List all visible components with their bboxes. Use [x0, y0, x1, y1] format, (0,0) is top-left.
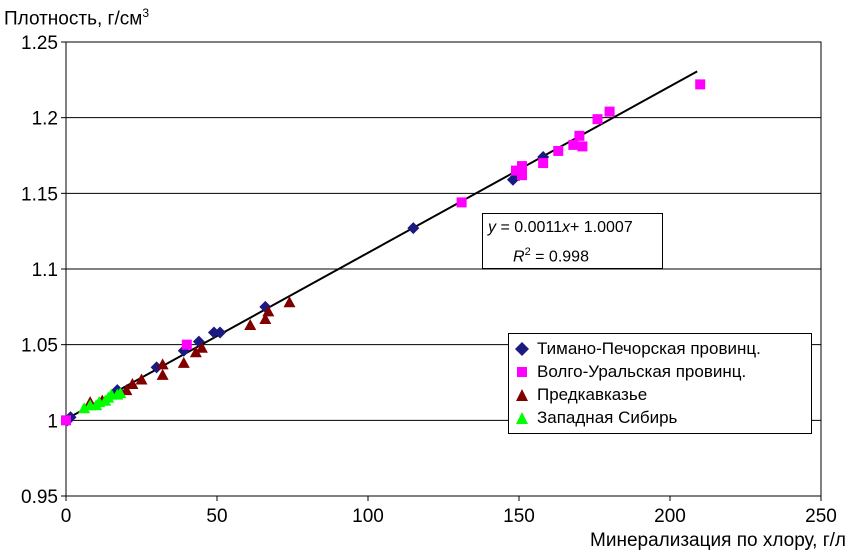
y-tick-label: 1 — [47, 411, 58, 432]
data-point-triangle — [189, 346, 202, 358]
trendline — [65, 70, 698, 421]
data-point-square — [553, 145, 564, 156]
x-tick-label: 200 — [654, 506, 686, 527]
data-point-triangle — [262, 305, 275, 317]
r-squared-exponent: 2 — [524, 246, 531, 258]
x-tick-label: 100 — [352, 506, 384, 527]
x-tick-label: 150 — [503, 506, 535, 527]
data-point-triangle — [156, 358, 169, 370]
legend-item-predkavkazye: Предкавказье — [515, 384, 647, 406]
legend: Тимано-Печорская провинц. Волго-Уральска… — [508, 333, 812, 434]
data-point-square — [517, 161, 528, 172]
r-squared-value: = 0.998 — [530, 248, 589, 266]
x-axis-ticks: 0 50 100 150 200 250 — [61, 496, 837, 527]
data-point-diamond — [207, 326, 220, 339]
trendline-equation-box: y = 0.0011x+ 1.0007 R2 = 0.998 — [482, 213, 663, 269]
data-point-square — [568, 139, 579, 150]
legend-label: Тимано-Печорская провинц. — [537, 339, 761, 358]
data-point-triangle — [177, 356, 190, 368]
equation-x: x — [561, 219, 570, 236]
x-tick-label: 250 — [805, 506, 837, 527]
data-point-square — [510, 165, 521, 176]
equation-y: y — [488, 219, 496, 236]
data-point-square — [695, 79, 706, 90]
r-squared-symbol: R — [513, 248, 525, 266]
data-point-triangle — [78, 402, 91, 414]
data-point-triangle — [135, 373, 148, 385]
legend-item-timano-pechora: Тимано-Печорская провинц. — [515, 338, 761, 360]
trendline-equation: y = 0.0011x+ 1.0007 — [488, 219, 633, 237]
data-point-triangle — [195, 341, 208, 353]
y-axis-ticks: 0.95 1 1.05 1.1 1.15 1.2 1.25 — [21, 33, 66, 508]
data-point-diamond — [214, 326, 227, 339]
legend-item-volgo-ural: Волго-Уральская провинц. — [515, 361, 746, 383]
x-tick-label: 50 — [206, 506, 227, 527]
legend-label: Волго-Уральская провинц. — [537, 362, 747, 381]
triangle-marker-icon — [516, 412, 528, 424]
data-point-square — [577, 141, 588, 152]
data-point-triangle — [114, 387, 127, 399]
data-point-square — [181, 339, 192, 350]
x-axis-title: Минерализация по хлору, г/л — [590, 530, 846, 551]
y-tick-label: 1.25 — [21, 33, 58, 54]
equation-slope: = 0.0011 — [496, 219, 562, 236]
y-tick-label: 1.1 — [32, 260, 58, 281]
y-tick-label: 1.05 — [21, 336, 58, 357]
y-axis-title-text: Плотность, г/см — [4, 8, 143, 30]
data-point-square — [574, 130, 585, 141]
legend-label: Западная Сибирь — [537, 408, 678, 427]
y-tick-label: 1.15 — [21, 184, 58, 205]
data-point-triangle — [283, 296, 296, 308]
data-point-triangle — [120, 384, 133, 396]
r-squared: R2 = 0.998 — [513, 246, 589, 266]
data-point-square — [592, 114, 603, 125]
square-marker-icon — [517, 367, 527, 377]
y-axis-title: Плотность, г/см3 — [4, 6, 149, 30]
data-point-square — [456, 197, 467, 208]
data-point-triangle — [126, 378, 139, 390]
legend-item-west-siberia: Западная Сибирь — [515, 407, 677, 429]
data-point-diamond — [407, 222, 420, 235]
data-point-square — [517, 170, 528, 181]
diamond-marker-icon — [515, 342, 529, 356]
y-tick-label: 1.2 — [32, 109, 58, 130]
data-point-square — [604, 106, 615, 117]
data-point-triangle — [156, 368, 169, 380]
equation-intercept: + 1.0007 — [569, 219, 633, 236]
legend-label: Предкавказье — [537, 385, 648, 404]
triangle-marker-icon — [516, 389, 528, 401]
y-tick-label: 0.95 — [21, 487, 58, 508]
data-point-triangle — [244, 318, 257, 330]
y-axis-title-superscript: 3 — [142, 6, 149, 20]
data-point-square — [61, 415, 71, 426]
x-tick-label: 0 — [61, 506, 72, 527]
data-points — [61, 79, 706, 427]
data-point-triangle — [259, 312, 272, 324]
data-point-square — [538, 158, 549, 169]
